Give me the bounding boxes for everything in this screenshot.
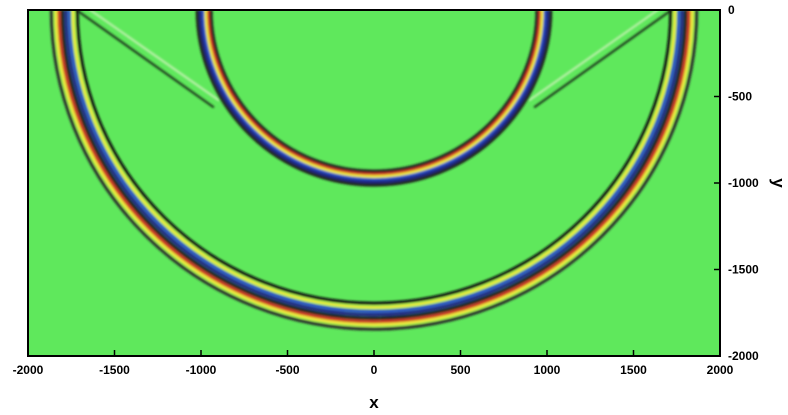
- wavefront-inner-band-3: [203, 10, 545, 179]
- x-tick-label: 1000: [534, 363, 561, 377]
- y-tick-label: -2000: [728, 349, 759, 363]
- x-tick-label: -1000: [186, 363, 217, 377]
- wavefront-outer-band-8: [49, 10, 699, 331]
- wavefront-inner: [195, 10, 553, 187]
- x-tick-label: -1500: [99, 363, 130, 377]
- y-tick-label: -1500: [728, 263, 759, 277]
- y-tick-label: -1000: [728, 176, 759, 190]
- x-axis-label: x: [369, 393, 379, 412]
- x-tick-label: 2000: [707, 363, 734, 377]
- wavefront-inner-band-4: [201, 10, 547, 182]
- x-tick-label: -500: [275, 363, 299, 377]
- x-tick-label: 0: [371, 363, 378, 377]
- wavefront-outer-band-2: [71, 10, 677, 310]
- y-tick-label: 0: [728, 3, 735, 17]
- wavefront-inner-band-5: [198, 10, 550, 184]
- wavefront-inner-band-1: [209, 10, 539, 173]
- wavefront-inner-band-6: [195, 10, 553, 187]
- wavefront-inner-band-2: [206, 10, 542, 176]
- wavefront-outer-band-1: [75, 10, 673, 305]
- wavefront-outer-band-4: [64, 10, 684, 317]
- head-wave-2: [89, 10, 220, 102]
- y-tick-label: -500: [728, 90, 752, 104]
- wavefront-outer: [49, 10, 699, 331]
- head-wave-3: [533, 10, 673, 108]
- wavefield-layer: [49, 10, 699, 331]
- head-wave-1: [75, 10, 215, 108]
- x-tick-label: 500: [450, 363, 470, 377]
- wavefront-outer-band-6: [57, 10, 691, 324]
- wavefront-outer-band-5: [60, 10, 688, 320]
- x-tick-label: -2000: [13, 363, 44, 377]
- wavefront-outer-band-3: [67, 10, 681, 313]
- axis-ticks: -2000 -1500 -1000 -500 0 500 1000 1500 2000 0 -500…: [13, 3, 759, 377]
- wavefront-outer-band-7: [54, 10, 694, 327]
- x-tick-label: 1500: [620, 363, 647, 377]
- y-axis-label: y: [769, 178, 788, 188]
- head-wave-4: [528, 10, 659, 102]
